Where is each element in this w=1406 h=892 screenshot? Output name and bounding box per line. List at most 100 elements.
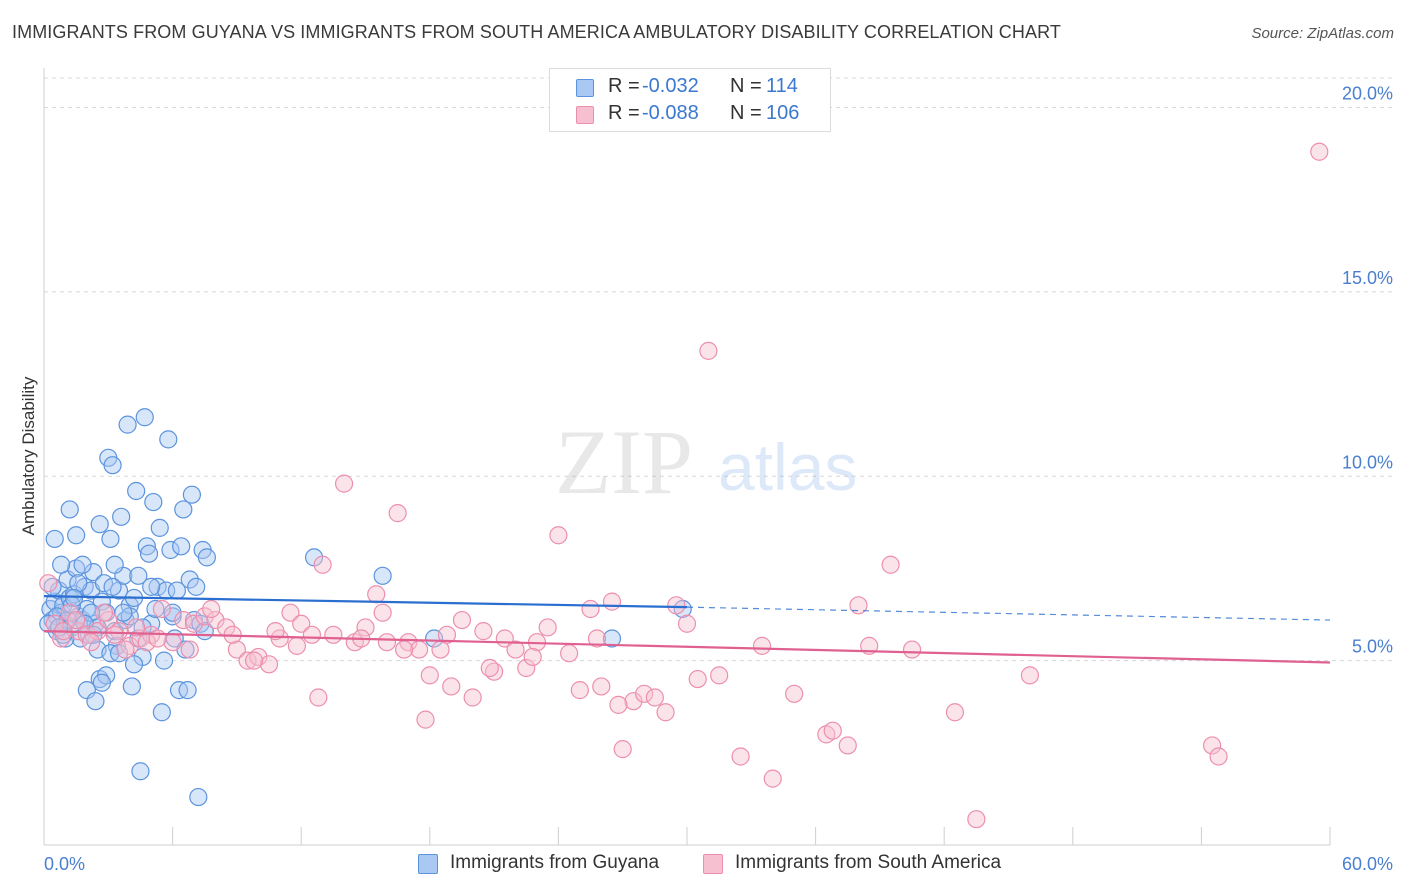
south-america-point [656,703,675,722]
trend-lines [43,594,1331,664]
guyana-point [101,529,120,549]
guyana-point [152,703,171,722]
guyana-point [182,485,201,504]
legend-n-value: 106 [766,102,800,124]
guyana-point [112,507,131,526]
south-america-point [602,592,622,611]
legend-label-south-america: Immigrants from South America [735,852,1002,873]
guyana-point [67,526,86,545]
legend-swatch-guyana [418,854,438,874]
south-america-point [206,610,225,630]
south-america-point [442,677,461,696]
y-tick-label: 5.0% [1352,637,1393,657]
south-america-point [506,640,525,659]
legend-label-guyana: Immigrants from Guyana [450,852,660,873]
south-america-point [287,636,307,655]
trend-line-guyana [43,594,688,609]
south-america-point [1203,736,1222,755]
south-america-point [763,769,782,788]
south-america-point [480,658,499,678]
guyana-point [135,408,154,427]
guyana-point [178,681,197,700]
grid-lines [44,77,1392,662]
guyana-point [137,537,156,556]
south-america-point [645,688,664,707]
south-america-point [463,688,482,707]
series-south-america [39,142,1329,829]
guyana-point [172,537,191,556]
south-america-point [82,633,101,652]
tick-labels: 5.0% 10.0% 15.0% 20.0% 0.0% 60.0% [44,84,1393,875]
south-america-point [474,622,493,641]
guyana-point [105,555,124,574]
x-tick-label: 60.0% [1342,854,1393,874]
trend-line-south-america [43,630,1331,664]
guyana-point [187,577,206,596]
south-america-point [1310,142,1329,161]
south-america-point [94,603,114,622]
guyana-point [103,456,122,475]
trend-line-guyana-extension [686,606,1331,621]
south-america-point [227,640,246,659]
south-america-point [377,633,397,652]
south-america-point [581,599,600,619]
south-america-point [945,703,965,722]
south-america-point [334,474,354,493]
guyana-point [64,588,84,608]
guyana-point [60,500,79,519]
south-america-point [116,640,135,659]
south-america-point [394,640,414,659]
south-america-point [259,655,279,674]
south-america-point [592,677,611,696]
south-america-point [731,747,750,766]
guyana-point [52,555,71,574]
south-america-point [163,633,182,652]
legend-row-guyana: R = -0.032 N = 114 [550,75,830,101]
legend-r-label: R = [608,75,640,97]
south-america-point [127,618,146,637]
legend-r-label: R = [608,102,640,124]
south-america-point [1020,666,1040,685]
south-america-point [39,574,58,593]
y-tick-label: 10.0% [1342,452,1393,472]
guyana-point [602,629,622,648]
legend-r-value: -0.032 [642,75,699,97]
guyana-point [124,655,144,674]
guyana-point [129,566,148,585]
guyana-point [373,566,392,585]
south-america-point [416,710,435,729]
south-america-point [244,651,264,670]
south-america-point [105,625,124,644]
guyana-point [159,430,178,449]
guyana-point [92,673,111,692]
south-america-point [517,658,536,678]
legend-swatch-south-america [703,854,723,874]
legend-n-label: N = [730,75,762,97]
south-america-point [373,603,392,622]
guyana-point [142,577,161,596]
south-america-point [849,596,868,615]
legend-swatch-guyana [576,79,594,97]
guyana-point [69,574,88,593]
guyana-point [197,548,216,567]
south-america-point [452,610,472,630]
legend-n-label: N = [730,102,762,124]
chart-title: IMMIGRANTS FROM GUYANA VS IMMIGRANTS FRO… [12,22,1061,42]
south-america-point [838,736,857,755]
south-america-point [881,555,900,574]
south-america-point [785,684,804,703]
south-america-point [1209,747,1228,766]
south-america-point [67,610,86,630]
south-america-point [752,636,772,655]
guyana-point [189,787,208,807]
correlation-legend: R = -0.032 N = 114 R = -0.088 N = 106 [549,68,831,132]
legend-n-value: 114 [766,75,798,97]
south-america-point [281,603,300,622]
guyana-point [90,515,109,534]
y-tick-label: 15.0% [1342,268,1393,288]
south-america-point [152,599,171,619]
series-legend: Immigrants from Guyana Immigrants from S… [0,852,1406,878]
south-america-point [437,625,457,644]
south-america-point [148,629,167,648]
